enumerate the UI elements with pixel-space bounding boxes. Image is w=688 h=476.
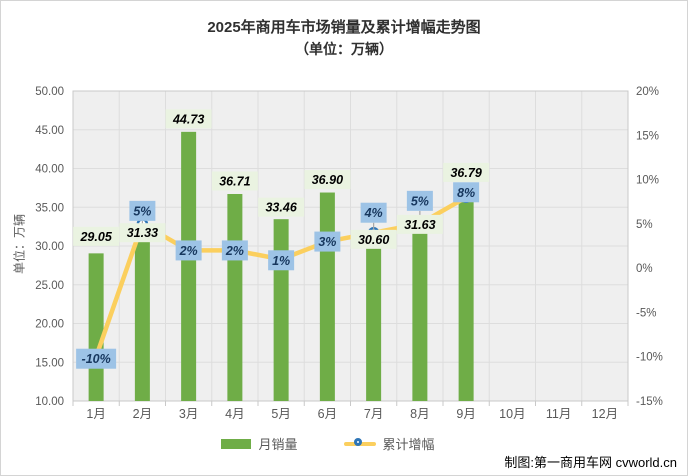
left-axis-tick-label: 30.00: [35, 241, 64, 253]
bar-value-label-bg: [119, 223, 166, 243]
growth-value-label: 5%: [133, 204, 151, 218]
sales-bar: [88, 253, 104, 401]
credit-text: 制图:第一商用车网 cvworld.cn: [504, 455, 677, 470]
legend-item-growth: 累计增幅: [343, 434, 435, 453]
growth-value-label-bg: [453, 182, 480, 203]
bar-value-label-bg: [165, 109, 212, 129]
sales-bar: [227, 193, 243, 401]
bar-value-label: 29.05: [79, 230, 112, 244]
right-axis-tick-label: -15%: [636, 396, 663, 408]
sales-legend-swatch: [221, 438, 252, 449]
growth-value-label-bg: [175, 240, 202, 261]
growth-legend-marker-icon: [353, 437, 362, 446]
left-axis-tick-label: 45.00: [35, 125, 64, 137]
growth-value-label-bg: [221, 240, 248, 261]
left-axis-tick-label: 40.00: [35, 164, 64, 176]
month-label: 12月: [592, 407, 618, 421]
month-label: 10月: [499, 407, 525, 421]
month-label: 6月: [318, 407, 337, 421]
bar-value-label-bg: [304, 170, 351, 190]
sales-bar: [458, 193, 474, 401]
growth-value-label-bg: [406, 190, 433, 211]
month-label: 3月: [179, 407, 198, 421]
sales-bar: [319, 192, 335, 401]
right-axis-tick-label: -10%: [636, 352, 663, 364]
growth-value-label: 1%: [272, 254, 290, 268]
growth-value-label-bg: [76, 348, 117, 369]
bar-value-label: 44.73: [172, 112, 204, 126]
growth-value-label: 4%: [364, 206, 383, 220]
growth-value-label-bg: [129, 200, 156, 221]
month-label: 11月: [546, 407, 571, 421]
growth-value-label-bg: [360, 202, 387, 223]
plot-border: [72, 90, 629, 402]
growth-legend-swatch: [343, 437, 376, 450]
month-label: 7月: [364, 407, 383, 421]
chart-title: 2025年商用车市场销量及累计增幅走势图: [207, 19, 481, 36]
bar-value-label-bg: [73, 226, 120, 246]
month-label: 5月: [271, 407, 290, 421]
month-label: 2月: [133, 407, 152, 421]
chart-title-block: 2025年商用车市场销量及累计增幅走势图 （单位：万辆）: [1, 17, 687, 59]
bar-value-label: 33.46: [265, 201, 297, 215]
sales-legend-label: 月销量: [258, 437, 298, 452]
sales-bar: [273, 219, 289, 401]
bar-value-label-bg: [258, 197, 305, 217]
left-axis-tick-label: 15.00: [35, 357, 64, 369]
bar-value-label-bg: [350, 229, 397, 249]
bar-value-label: 31.33: [127, 226, 158, 240]
left-axis-tick-label: 25.00: [35, 280, 64, 292]
growth-value-label: -10%: [82, 352, 111, 366]
bar-value-label: 31.63: [404, 218, 435, 232]
chart-subtitle: （单位：万辆）: [295, 41, 393, 57]
legend-item-sales: 月销量: [221, 434, 298, 453]
sales-bar: [134, 235, 150, 401]
bar-value-label: 36.71: [219, 174, 250, 188]
right-axis-tick-label: 5%: [636, 219, 653, 231]
legend: 月销量 累计增幅: [1, 434, 671, 453]
bar-value-label: 36.79: [450, 166, 481, 180]
month-label: 9月: [456, 407, 475, 421]
growth-value-label: 5%: [411, 194, 429, 208]
bar-value-label: 30.60: [358, 233, 389, 247]
growth-value-label: 2%: [225, 244, 244, 258]
month-label: 8月: [410, 407, 429, 421]
growth-value-label-bg: [268, 250, 295, 271]
left-axis-tick-label: 50.00: [35, 86, 64, 98]
growth-legend-label: 累计增幅: [382, 437, 435, 452]
right-axis-tick-label: -5%: [636, 307, 656, 319]
right-axis-tick-label: 15%: [636, 130, 659, 142]
month-label: 1月: [86, 407, 105, 421]
bar-value-label-bg: [211, 171, 258, 191]
month-label: 4月: [225, 407, 244, 421]
left-axis-tick-label: 35.00: [35, 202, 64, 214]
right-axis-tick-label: 10%: [636, 175, 659, 187]
growth-value-label: 3%: [318, 235, 336, 249]
sales-bar: [366, 241, 382, 401]
left-axis-tick-label: 20.00: [35, 319, 64, 331]
growth-value-label: 2%: [179, 244, 198, 258]
sales-bar: [412, 233, 428, 401]
growth-value-label-bg: [314, 231, 341, 252]
bar-value-label-bg: [396, 214, 443, 234]
right-axis-tick-label: 0%: [636, 263, 653, 275]
right-axis-tick-label: 20%: [636, 86, 659, 98]
growth-value-label: 8%: [457, 186, 475, 200]
sales-bar: [181, 131, 197, 401]
bar-value-label: 36.90: [312, 173, 343, 187]
left-axis-tick-label: 10.00: [35, 396, 64, 408]
bar-value-label-bg: [443, 162, 490, 182]
